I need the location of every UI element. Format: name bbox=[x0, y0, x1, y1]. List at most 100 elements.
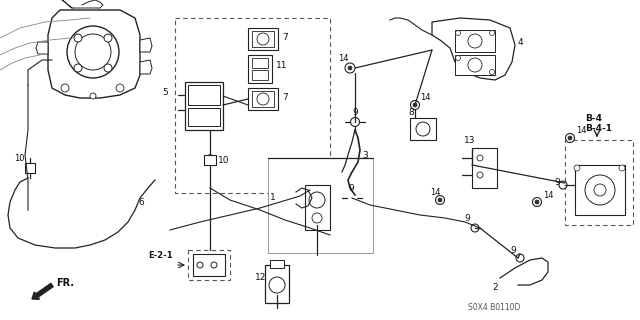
Bar bbox=[248, 55, 272, 83]
Circle shape bbox=[568, 136, 572, 140]
Polygon shape bbox=[140, 38, 152, 52]
Text: 14: 14 bbox=[338, 53, 349, 62]
Circle shape bbox=[490, 30, 495, 36]
Polygon shape bbox=[140, 60, 152, 74]
Text: E-2-1: E-2-1 bbox=[148, 251, 173, 260]
Circle shape bbox=[535, 200, 539, 204]
Circle shape bbox=[348, 66, 352, 70]
Bar bbox=[455, 30, 495, 52]
Polygon shape bbox=[48, 10, 140, 98]
Text: 10: 10 bbox=[14, 154, 24, 163]
Text: B-4-1: B-4-1 bbox=[585, 124, 612, 132]
Circle shape bbox=[104, 34, 112, 42]
Bar bbox=[455, 55, 495, 75]
Circle shape bbox=[619, 165, 625, 171]
Circle shape bbox=[67, 26, 119, 78]
Circle shape bbox=[468, 34, 482, 48]
Circle shape bbox=[74, 34, 82, 42]
Circle shape bbox=[75, 34, 111, 70]
Polygon shape bbox=[36, 42, 48, 54]
Circle shape bbox=[26, 164, 34, 172]
Circle shape bbox=[435, 196, 445, 204]
Bar bbox=[268, 158, 373, 253]
Bar bbox=[565, 140, 633, 225]
Bar bbox=[252, 70, 268, 80]
FancyArrow shape bbox=[32, 284, 53, 299]
Circle shape bbox=[205, 155, 215, 165]
Text: 8: 8 bbox=[408, 108, 413, 116]
Circle shape bbox=[594, 184, 606, 196]
Circle shape bbox=[211, 262, 217, 268]
Bar bbox=[252, 31, 274, 47]
Text: B-4: B-4 bbox=[585, 114, 602, 123]
Text: FR.: FR. bbox=[56, 278, 74, 288]
Bar bbox=[270, 260, 284, 268]
Polygon shape bbox=[432, 18, 515, 80]
Text: 11: 11 bbox=[276, 60, 287, 69]
Text: 6: 6 bbox=[138, 197, 144, 206]
Circle shape bbox=[468, 58, 482, 72]
Text: 9: 9 bbox=[554, 178, 560, 187]
Circle shape bbox=[281, 191, 295, 205]
Bar bbox=[252, 91, 274, 107]
Bar bbox=[248, 88, 278, 110]
Circle shape bbox=[104, 64, 112, 72]
Circle shape bbox=[61, 84, 69, 92]
Text: 5: 5 bbox=[162, 87, 168, 97]
Text: S0X4 B0110D: S0X4 B0110D bbox=[468, 303, 520, 313]
Circle shape bbox=[285, 195, 291, 201]
Circle shape bbox=[566, 133, 575, 142]
Circle shape bbox=[438, 198, 442, 202]
Text: 4: 4 bbox=[518, 37, 524, 46]
Bar bbox=[252, 58, 268, 68]
Bar bbox=[188, 108, 220, 126]
Bar bbox=[188, 250, 230, 280]
Text: 9: 9 bbox=[348, 183, 354, 193]
Bar bbox=[472, 148, 497, 188]
Text: 14: 14 bbox=[576, 125, 586, 134]
Circle shape bbox=[345, 63, 355, 73]
Text: 9: 9 bbox=[510, 245, 516, 254]
Circle shape bbox=[574, 165, 580, 171]
Bar bbox=[204, 155, 216, 165]
Text: 14: 14 bbox=[420, 92, 431, 101]
Circle shape bbox=[197, 262, 203, 268]
Circle shape bbox=[413, 103, 417, 107]
Text: 9: 9 bbox=[464, 213, 470, 222]
Text: 7: 7 bbox=[282, 92, 288, 101]
Circle shape bbox=[351, 117, 360, 126]
Text: 1: 1 bbox=[270, 193, 276, 202]
Text: 14: 14 bbox=[430, 188, 440, 196]
Text: 7: 7 bbox=[282, 33, 288, 42]
Text: 10: 10 bbox=[218, 156, 230, 164]
Circle shape bbox=[309, 192, 325, 208]
Bar bbox=[265, 265, 289, 303]
Circle shape bbox=[90, 93, 96, 99]
Circle shape bbox=[516, 254, 524, 262]
Circle shape bbox=[410, 100, 419, 109]
Text: 2: 2 bbox=[492, 284, 498, 292]
Text: 3: 3 bbox=[362, 150, 368, 159]
Bar bbox=[305, 185, 330, 230]
Bar bbox=[25, 163, 35, 173]
Circle shape bbox=[559, 181, 567, 189]
Bar bbox=[188, 85, 220, 105]
Circle shape bbox=[257, 93, 269, 105]
Circle shape bbox=[416, 122, 430, 136]
Text: 9: 9 bbox=[352, 108, 358, 116]
Bar bbox=[410, 118, 436, 140]
Circle shape bbox=[257, 33, 269, 45]
Bar bbox=[193, 254, 225, 276]
Circle shape bbox=[471, 224, 479, 232]
Circle shape bbox=[456, 55, 461, 60]
Circle shape bbox=[477, 172, 483, 178]
Text: 13: 13 bbox=[464, 135, 476, 145]
Circle shape bbox=[532, 197, 541, 206]
Circle shape bbox=[348, 194, 356, 202]
Bar bbox=[575, 165, 625, 215]
Circle shape bbox=[585, 175, 615, 205]
Circle shape bbox=[312, 213, 322, 223]
Bar bbox=[185, 82, 223, 130]
Circle shape bbox=[269, 277, 285, 293]
Text: 12: 12 bbox=[255, 274, 266, 283]
